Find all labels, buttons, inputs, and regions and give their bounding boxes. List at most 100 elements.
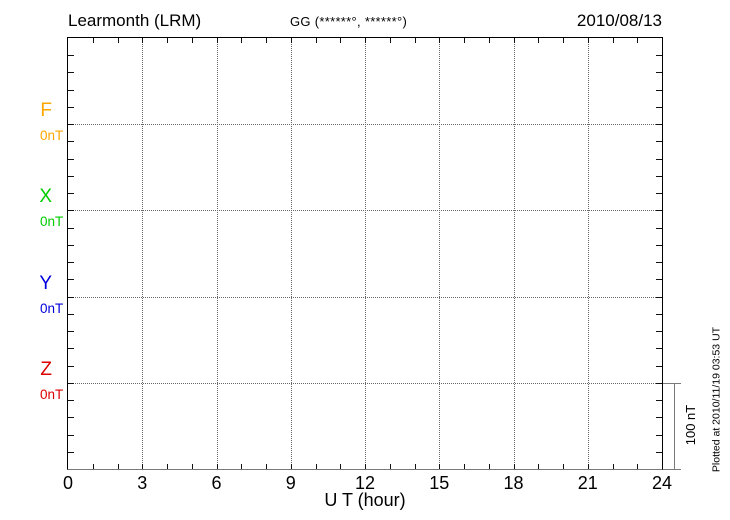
right-minor-tick (656, 451, 662, 453)
bottom-hour-tick (637, 464, 639, 469)
right-minor-tick (656, 296, 662, 298)
vertical-gridline (142, 38, 144, 469)
bottom-hour-tick (464, 464, 465, 469)
top-hour-tick (513, 38, 515, 43)
right-minor-tick (656, 158, 662, 160)
right-minor-tick (656, 175, 662, 177)
top-hour-tick (538, 38, 540, 43)
top-hour-tick (488, 38, 490, 43)
top-hour-tick (414, 38, 416, 43)
baseline-gridline-y (68, 296, 662, 298)
right-minor-tick (656, 55, 662, 57)
x-tick-label-18: 18 (503, 473, 524, 493)
left-minor-tick (68, 158, 74, 160)
left-minor-tick (68, 227, 74, 229)
top-hour-tick (117, 38, 119, 43)
top-hour-tick (612, 38, 614, 43)
left-minor-tick (68, 400, 74, 402)
top-hour-tick (439, 38, 441, 43)
bottom-hour-tick (142, 464, 144, 469)
bottom-hour-tick (266, 464, 267, 469)
right-minor-tick (656, 244, 662, 246)
left-minor-tick (68, 262, 74, 264)
top-hour-tick (216, 38, 218, 43)
top-hour-tick (167, 38, 168, 43)
baseline-gridline-x (68, 210, 662, 212)
component-label-z: Z (40, 358, 52, 380)
bottom-hour-tick (563, 464, 564, 469)
left-minor-tick (68, 382, 74, 384)
x-tick-label-21: 21 (577, 473, 598, 493)
top-hour-tick (315, 38, 317, 43)
right-minor-tick (656, 72, 662, 74)
left-minor-tick (68, 124, 74, 126)
top-hour-tick (587, 38, 589, 43)
right-minor-tick (656, 227, 662, 229)
bottom-hour-tick (513, 464, 515, 469)
bottom-hour-tick (167, 464, 168, 469)
top-hour-tick (389, 38, 391, 43)
x-tick-label-3: 3 (137, 473, 148, 493)
top-hour-tick (241, 38, 243, 43)
top-hour-tick (340, 38, 342, 43)
top-hour-tick (563, 38, 564, 43)
scale-bar-label: 100 nT (683, 404, 698, 446)
bottom-hour-tick (290, 464, 292, 469)
left-minor-tick (68, 141, 74, 143)
station-title: Learmonth (LRM) (68, 11, 202, 30)
left-minor-tick (68, 451, 74, 453)
x-tick-label-9: 9 (285, 473, 296, 493)
x-axis-title: U T (hour) (324, 490, 406, 510)
component-label-x: X (39, 186, 52, 208)
bottom-hour-tick (587, 464, 589, 469)
right-minor-tick (656, 382, 662, 384)
right-minor-tick (656, 106, 662, 108)
right-minor-tick (656, 434, 662, 436)
top-hour-tick (290, 38, 292, 43)
bottom-hour-tick (389, 464, 391, 469)
plot-area (67, 37, 663, 470)
left-minor-tick (68, 417, 74, 419)
bottom-hour-tick (439, 464, 441, 469)
right-minor-tick (656, 210, 662, 212)
right-minor-tick (656, 89, 662, 91)
top-hour-tick (365, 38, 366, 43)
left-minor-tick (68, 106, 74, 108)
left-minor-tick (68, 348, 74, 350)
top-hour-tick (191, 38, 193, 43)
bottom-hour-tick (241, 464, 243, 469)
left-minor-tick (68, 434, 74, 436)
left-minor-tick (68, 296, 74, 298)
vertical-gridline (513, 38, 515, 469)
x-tick-label-0: 0 (62, 473, 73, 493)
vertical-gridline (365, 38, 366, 469)
scale-bar-top-tick (663, 383, 681, 384)
vertical-gridline (290, 38, 292, 469)
left-minor-tick (68, 89, 74, 91)
left-minor-tick (68, 210, 74, 212)
bottom-hour-tick (216, 464, 218, 469)
component-baseline-value-z: 0nT (40, 386, 64, 402)
right-minor-tick (656, 124, 662, 126)
bottom-hour-tick (340, 464, 342, 469)
left-minor-tick (68, 279, 74, 281)
left-minor-tick (68, 193, 74, 195)
geographic-coords: GG (******°, ******°) (290, 14, 408, 29)
x-tick-label-6: 6 (211, 473, 222, 493)
top-hour-tick (142, 38, 144, 43)
bottom-hour-tick (92, 464, 94, 469)
right-minor-tick (656, 193, 662, 195)
left-minor-tick (68, 313, 74, 315)
left-minor-tick (68, 244, 74, 246)
scale-bar-vertical-line (674, 383, 675, 469)
bottom-hour-tick (488, 464, 490, 469)
left-minor-tick (68, 331, 74, 333)
right-minor-tick (656, 365, 662, 367)
right-minor-tick (656, 313, 662, 315)
right-minor-tick (656, 279, 662, 281)
left-minor-tick (68, 55, 74, 57)
bottom-hour-tick (414, 464, 416, 469)
baseline-gridline-z (68, 382, 662, 384)
x-tick-label-24: 24 (651, 473, 673, 493)
